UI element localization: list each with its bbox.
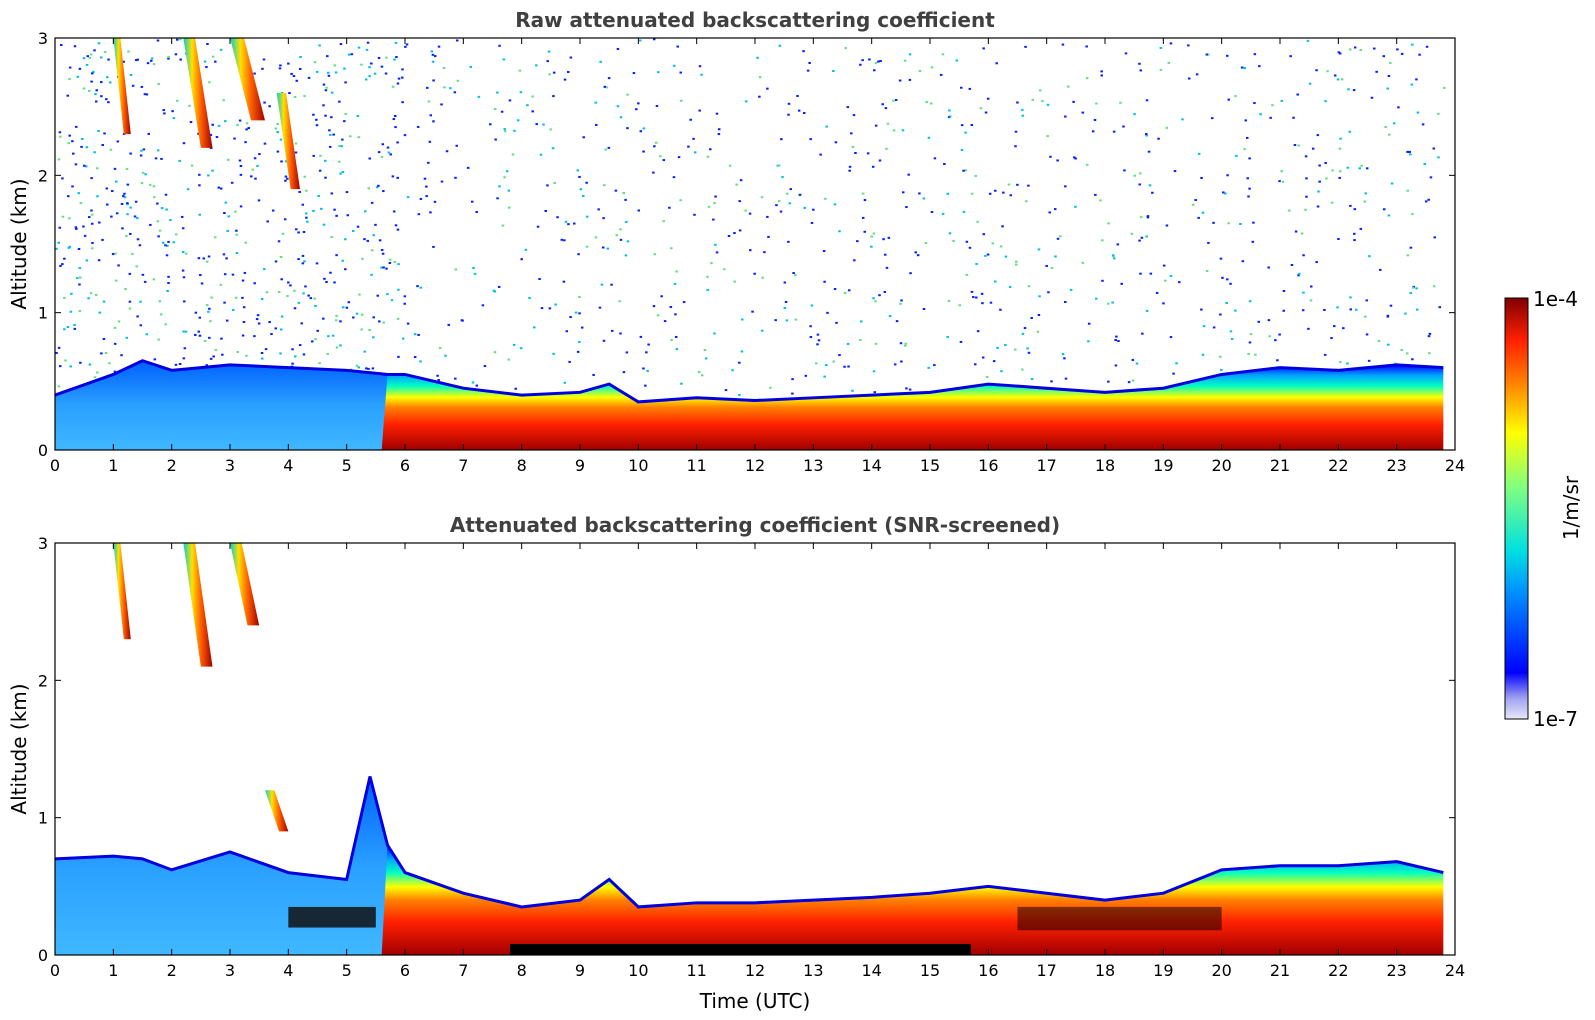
cloud-streak <box>265 790 289 832</box>
cloud-streaks <box>113 543 289 832</box>
colorbar-gradient <box>1504 297 1529 720</box>
x-tick-label: 11 <box>686 456 706 475</box>
colorbar-min-label: 1e-7 <box>1533 707 1578 731</box>
y-axis: 0 1 2 3 <box>38 534 1455 965</box>
x-tick-label: 6 <box>400 961 410 980</box>
cloud-streak <box>113 38 131 135</box>
x-tick-label: 19 <box>1153 456 1173 475</box>
x-tick-label: 1 <box>108 961 118 980</box>
cloud-streak <box>276 92 300 190</box>
x-axis-label: Time (UTC) <box>699 989 811 1013</box>
x-tick-label: 1 <box>108 456 118 475</box>
x-tick-label: 24 <box>1445 456 1465 475</box>
y-tick-label: 3 <box>38 534 48 553</box>
x-tick-label: 6 <box>400 456 410 475</box>
x-tick-label: 10 <box>628 961 648 980</box>
x-tick-label: 22 <box>1328 961 1348 980</box>
x-tick-label: 21 <box>1270 456 1290 475</box>
raw-backscatter-panel: 0 1 2 3 4 5 6 7 8 9 10 11 12 13 14 15 16 17 18 19 20 21 22 23 24… <box>7 8 1465 475</box>
x-tick-label: 2 <box>167 456 177 475</box>
y-tick-label: 2 <box>38 166 48 185</box>
x-tick-label: 8 <box>517 456 527 475</box>
x-tick-label: 4 <box>283 961 293 980</box>
x-tick-label: 16 <box>978 456 998 475</box>
y-tick-label: 1 <box>38 304 48 323</box>
x-tick-label: 18 <box>1095 456 1115 475</box>
panel-title: Attenuated backscattering coefficient (S… <box>450 513 1060 537</box>
boundary-layer <box>55 359 1444 450</box>
x-tick-label: 11 <box>686 961 706 980</box>
x-tick-label: 14 <box>861 456 881 475</box>
x-tick-label: 0 <box>50 456 60 475</box>
x-tick-label: 12 <box>745 456 765 475</box>
x-tick-label: 9 <box>575 961 585 980</box>
x-axis: 0 1 2 3 4 5 6 7 8 9 10 11 12 13 14 15 16 17 18 19 20 21 22 23 24 <box>50 543 1465 980</box>
x-tick-label: 14 <box>861 961 881 980</box>
colorbar: 1e-4 1e-7 1/m/sr <box>1504 287 1583 731</box>
x-tick-label: 13 <box>803 961 823 980</box>
y-tick-label: 0 <box>38 441 48 460</box>
cloud-streak <box>230 38 265 121</box>
cloud-streaks <box>113 38 300 190</box>
x-tick-label: 5 <box>342 456 352 475</box>
x-tick-label: 23 <box>1386 456 1406 475</box>
panel-title: Raw attenuated backscattering coefficien… <box>515 8 995 32</box>
x-tick-label: 17 <box>1036 456 1056 475</box>
early-aerosol-layer <box>55 360 388 450</box>
colorbar-unit-label: 1/m/sr <box>1559 475 1583 540</box>
x-tick-label: 17 <box>1036 961 1056 980</box>
y-tick-label: 1 <box>38 809 48 828</box>
x-tick-label: 22 <box>1328 456 1348 475</box>
x-tick-label: 15 <box>920 961 940 980</box>
colorbar-max-label: 1e-4 <box>1533 287 1578 311</box>
y-axis-label: Altitude (km) <box>7 178 31 309</box>
x-tick-label: 20 <box>1211 456 1231 475</box>
x-tick-label: 15 <box>920 456 940 475</box>
x-tick-label: 2 <box>167 961 177 980</box>
y-axis-label: Altitude (km) <box>7 683 31 814</box>
x-tick-label: 23 <box>1386 961 1406 980</box>
saturated-region <box>288 906 1222 955</box>
cloud-streak <box>183 543 213 667</box>
cloud-streak <box>183 38 213 148</box>
x-tick-label: 13 <box>803 456 823 475</box>
x-tick-label: 4 <box>283 456 293 475</box>
x-tick-label: 7 <box>458 961 468 980</box>
x-tick-label: 24 <box>1445 961 1465 980</box>
x-tick-label: 9 <box>575 456 585 475</box>
x-tick-label: 16 <box>978 961 998 980</box>
x-tick-label: 10 <box>628 456 648 475</box>
y-tick-label: 2 <box>38 671 48 690</box>
x-tick-label: 20 <box>1211 961 1231 980</box>
noise-speckle <box>55 38 1446 397</box>
y-tick-label: 3 <box>38 29 48 48</box>
x-tick-label: 8 <box>517 961 527 980</box>
x-tick-label: 18 <box>1095 961 1115 980</box>
x-axis: 0 1 2 3 4 5 6 7 8 9 10 11 12 13 14 15 16 17 18 19 20 21 22 23 24 <box>50 38 1465 475</box>
x-tick-label: 12 <box>745 961 765 980</box>
y-axis: 0 1 2 3 <box>38 29 1455 460</box>
x-tick-label: 21 <box>1270 961 1290 980</box>
snr-screened-backscatter-panel: 0 1 2 3 4 5 6 7 8 9 10 11 12 13 14 15 16 17 18 19 20 21 22 23 24… <box>7 513 1465 1013</box>
x-tick-label: 19 <box>1153 961 1173 980</box>
x-tick-label: 5 <box>342 961 352 980</box>
heatmap-area <box>55 543 1455 955</box>
y-tick-label: 0 <box>38 946 48 965</box>
cloud-streak <box>113 543 131 640</box>
x-tick-label: 3 <box>225 961 235 980</box>
heatmap-area <box>55 38 1455 450</box>
x-tick-label: 3 <box>225 456 235 475</box>
x-tick-label: 0 <box>50 961 60 980</box>
x-tick-label: 7 <box>458 456 468 475</box>
cloud-streak <box>230 543 260 626</box>
